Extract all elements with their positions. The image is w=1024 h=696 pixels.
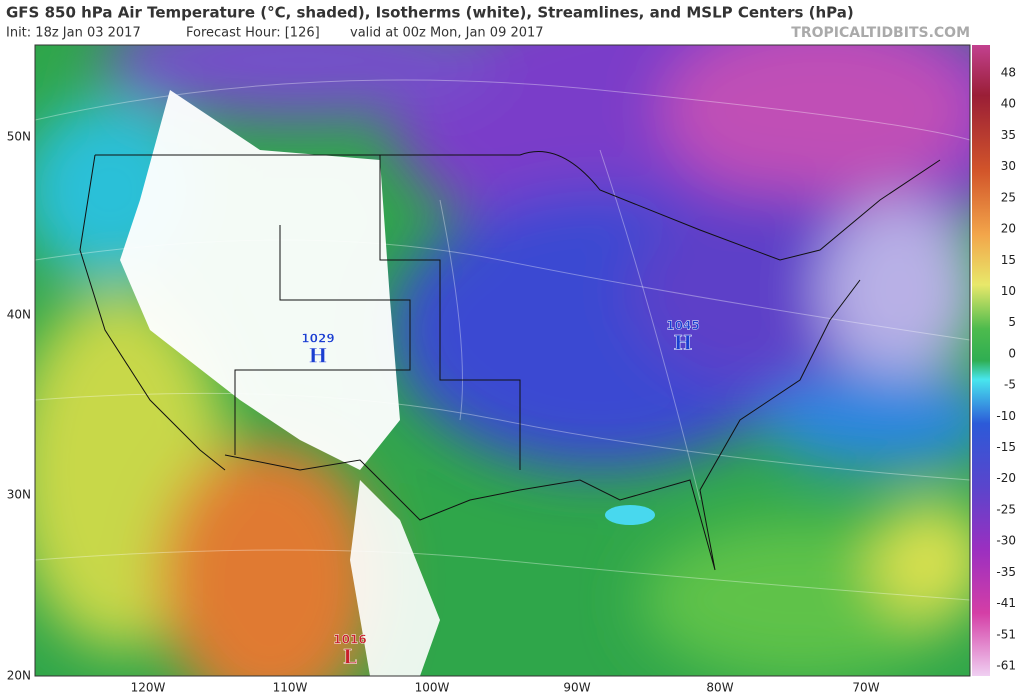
map-frame — [34, 44, 971, 677]
colorbar-label: -51 — [996, 627, 1016, 641]
colorbar-label: -15 — [996, 440, 1016, 454]
colorbar-label: -25 — [996, 502, 1016, 516]
forecast-hour: Forecast Hour: [126] — [186, 26, 320, 41]
colorbar-label: 10 — [1001, 284, 1016, 298]
longitude-label: 100W — [415, 681, 450, 695]
longitude-label: 120W — [131, 681, 166, 695]
valid-time: valid at 00z Mon, Jan 09 2017 — [350, 26, 544, 41]
colorbar-label: -35 — [996, 565, 1016, 579]
pressure-symbol: L — [343, 645, 357, 669]
pressure-value: 1045 — [666, 319, 699, 333]
pressure-value: 1029 — [301, 332, 334, 346]
colorbar-label: 35 — [1001, 128, 1016, 142]
colorbar-label: 0 — [1008, 346, 1016, 360]
temperature-map — [35, 45, 970, 676]
colorbar-label: -61 — [996, 659, 1016, 673]
brand: TROPICALTIDBITS.COM — [791, 25, 970, 41]
colorbar-label: -10 — [996, 409, 1016, 423]
colorbar-label: 5 — [1008, 315, 1016, 329]
latitude-label: 50N — [7, 130, 31, 144]
pressure-value: 1016 — [333, 633, 366, 647]
title: GFS 850 hPa Air Temperature (°C, shaded)… — [6, 4, 854, 22]
latitude-label: 40N — [7, 308, 31, 322]
pressure-symbol: H — [674, 331, 693, 355]
latitude-label: 30N — [7, 488, 31, 502]
longitude-label: 90W — [563, 681, 590, 695]
colorbar-label: 40 — [1001, 97, 1016, 111]
colorbar-label: 30 — [1001, 159, 1016, 173]
longitude-label: 70W — [852, 681, 879, 695]
colorbar-label: 15 — [1001, 253, 1016, 267]
longitude-label: 80W — [706, 681, 733, 695]
colorbar — [972, 45, 990, 676]
colorbar-label: -30 — [996, 534, 1016, 548]
init-time: Init: 18z Jan 03 2017 — [6, 26, 141, 41]
pressure-symbol: H — [309, 344, 328, 368]
colorbar-label: 48 — [1001, 66, 1016, 80]
longitude-label: 110W — [273, 681, 308, 695]
colorbar-label: -20 — [996, 471, 1016, 485]
colorbar-label: 25 — [1001, 190, 1016, 204]
latitude-label: 20N — [7, 669, 31, 683]
colorbar-label: -5 — [1004, 378, 1016, 392]
colorbar-label: -41 — [996, 596, 1016, 610]
colorbar-label: 20 — [1001, 222, 1016, 236]
